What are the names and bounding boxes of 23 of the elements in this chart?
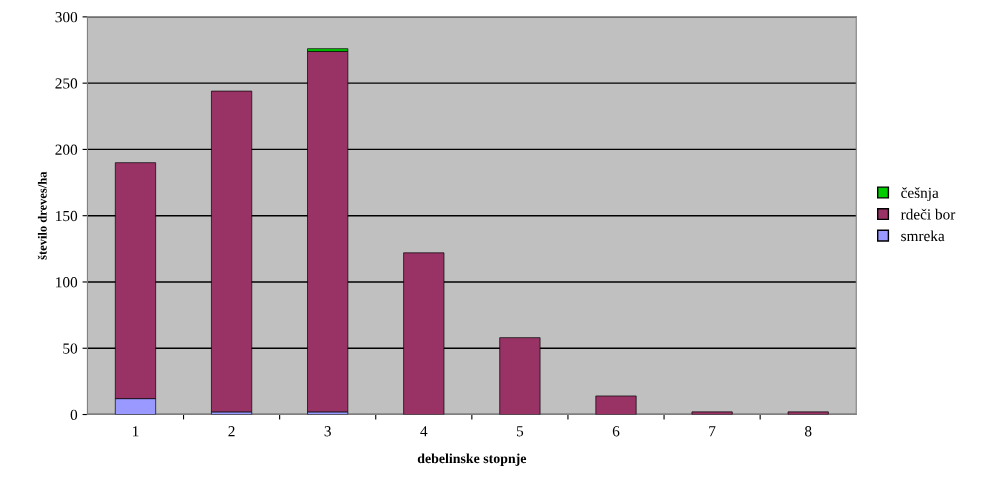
y-tick-label: 300 [55, 12, 78, 23]
y-tick-label: 200 [55, 144, 78, 155]
y-tick-label: 250 [55, 78, 78, 89]
x-tick-label: 3 [324, 426, 331, 437]
x-tick-label: 2 [228, 426, 235, 437]
x-tick-label: 8 [804, 426, 812, 437]
legend-label: rdeči bor [900, 208, 956, 220]
legend-label: smreka [901, 230, 945, 242]
y-tick-label: 0 [70, 409, 78, 420]
x-axis-title: debelinske stopnje [417, 453, 527, 466]
x-tick-label: 1 [133, 426, 139, 437]
x-tick-label: 7 [709, 426, 716, 437]
x-tick-label: 4 [420, 426, 428, 437]
y-axis-title: število dreves/ha [37, 171, 47, 260]
legend-label: češnja [901, 187, 939, 202]
y-tick-label: 100 [56, 277, 78, 288]
bar [595, 395, 637, 415]
bar [691, 411, 733, 415]
y-tick-label: 150 [56, 210, 78, 222]
x-tick-label: 6 [612, 426, 620, 437]
y-tick-label: 50 [63, 343, 78, 354]
x-tick-label: 5 [516, 426, 524, 437]
bar [787, 411, 829, 415]
